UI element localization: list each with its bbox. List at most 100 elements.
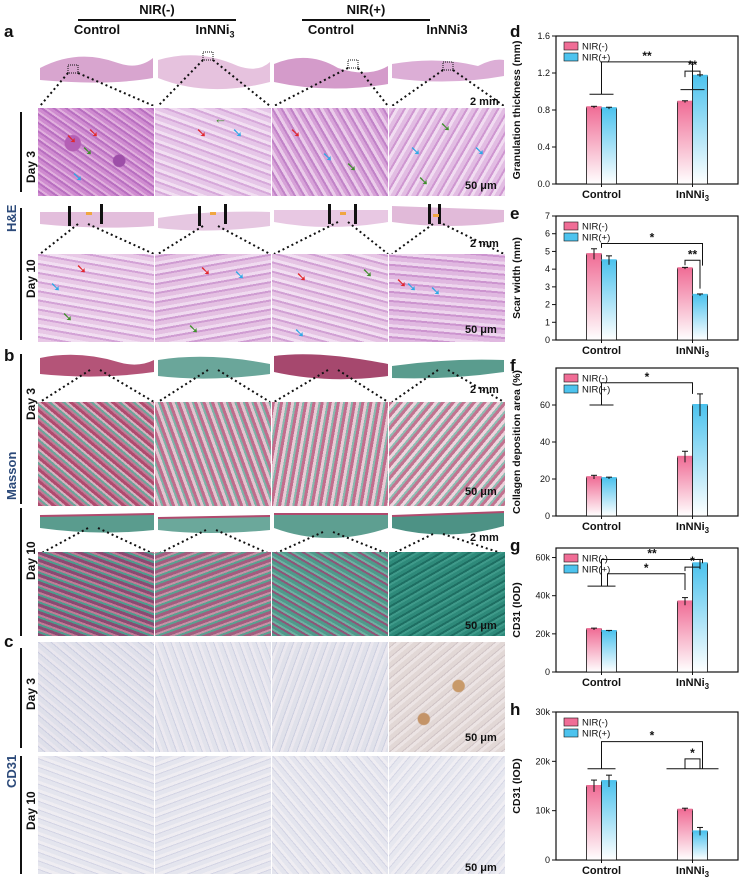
x-tick-label: Control [582,521,621,533]
cd31-day10-scale-um: 50 μm [465,862,497,874]
he-arrow-red: ➘ [76,261,87,276]
he-day10-innni3-micrograph [155,254,271,342]
legend-label: NIR(+) [582,233,610,244]
legend-label: NIR(+) [582,729,610,740]
y-tick-label: 1.2 [537,68,550,78]
masson-day10-overview-strip [39,511,504,554]
x-tick-label: Control [582,677,621,689]
significance-label: ** [688,247,698,261]
chart-cd31-iod-day3: 0 20k 40k 60k CD31 (IOD) Control InNNi3 NIR(-)N… [511,546,739,691]
masson-day3-innni3-micrograph [155,402,271,506]
bar [692,75,708,185]
y-tick-label: 40 [540,437,550,447]
he-arrow-blue: ➘ [406,279,417,294]
legend-swatch [563,373,579,383]
significance-label: * [690,746,695,760]
significance-bracket [684,259,701,289]
he-day3-innni3-micrograph [155,108,271,196]
masson-day3-control-micrograph [38,402,154,506]
he-arrow-green: ← [214,111,227,126]
group-header-nir-pos-bar [302,19,430,21]
x-tick-label: InNNi3 [676,189,710,203]
y-tick-label: 20 [540,474,550,484]
he-arrow-blue: ➘ [232,125,243,140]
y-tick-label: 3 [545,282,550,292]
y-tick-label: 7 [545,211,550,221]
x-tick-label: InNNi3 [676,345,710,359]
legend-swatch [563,232,579,242]
significance-label: * [644,561,649,575]
bar [586,106,602,185]
bar [677,809,693,861]
he-arrow-blue: ➘ [430,283,441,298]
legend-swatch [563,221,579,231]
bar [586,785,602,861]
legend-swatch [563,553,579,563]
he-arrow-red: ➘ [296,269,307,284]
plot-frame [555,547,739,673]
bar [692,294,708,341]
col-header-innni3-1: InNNi3 [195,22,235,40]
cd31-day10-label: Day 10 [24,791,38,830]
legend-swatch [563,728,579,738]
he-day10-overview-strip [39,204,504,254]
significance-label: * [650,230,655,244]
panel-letter-b: b [4,346,15,365]
bar [677,601,693,673]
significance-bracket [601,558,703,587]
cd31-day3-control-micrograph [38,642,154,752]
bar [586,476,602,517]
x-tick-label: Control [582,189,621,201]
chart-collagen-deposition: 0 20 40 60 Collagen deposition area (%) Contr… [511,367,739,535]
he-day10-control-micrograph [38,254,154,342]
masson-day10-control-micrograph [38,552,154,636]
y-tick-label: 20k [535,756,550,766]
he-day10-label: Day 10 [24,259,38,298]
legend-label: NIR(-) [582,554,608,565]
legend-swatch [563,52,579,62]
significance-bracket [601,741,703,769]
he-arrow-blue: ➘ [474,143,485,158]
legend-label: NIR(-) [582,374,608,385]
he-arrow-green: ➘ [440,119,451,134]
y-axis-label: Scar width (mm) [511,237,523,319]
legend-swatch [563,717,579,727]
chart-scar-width: 0 1 2 3 4 5 6 7 Scar width (mm) Control InNNi3 NIR(… [511,211,739,359]
he-arrow-blue: ➘ [410,143,421,158]
masson-day10-innni3-micrograph [155,552,271,636]
he-day3-bar [20,112,22,192]
x-tick-label: Control [582,345,621,357]
he-arrow-red: ➘ [88,125,99,140]
panel-letter-d: d [510,22,521,41]
cd31-day3-label: Day 3 [24,677,38,710]
he-arrow-blue: ➘ [234,267,245,282]
y-axis-label: Granulation thickness (mm) [511,41,523,180]
he-arrow-red: ➘ [196,125,207,140]
stain-label-masson: Masson [4,451,19,500]
bar [677,267,693,341]
chart-cd31-iod-day10: 0 10k 20k 30k CD31 (IOD) Control InNNi3 NIR(-)N… [511,707,739,879]
he-day10-scale-um: 50 μm [465,324,497,336]
significance-label: * [650,729,655,743]
x-tick-label: InNNi3 [676,521,710,535]
y-tick-label: 2 [545,300,550,310]
he-day3-label: Day 3 [24,150,38,183]
y-tick-label: 4 [545,264,550,274]
panel-letter-e: e [510,204,520,223]
bar [601,107,617,185]
legend-swatch [563,384,579,394]
he-arrow-green: ➘ [62,309,73,324]
y-tick-label: 1.6 [537,31,550,41]
y-tick-label: 0.8 [537,105,550,115]
y-tick-label: 60 [540,400,550,410]
y-tick-label: 20k [535,629,550,639]
y-tick-label: 60k [535,553,550,563]
bar [692,562,708,673]
group-header-nir-pos-label: NIR(+) [346,2,386,17]
bar [692,830,708,861]
y-tick-label: 10k [535,806,550,816]
masson-day3-bar [20,354,22,504]
significance-bracket [684,566,701,572]
bar [677,101,693,185]
y-axis-label: Collagen deposition area (%) [511,370,523,514]
